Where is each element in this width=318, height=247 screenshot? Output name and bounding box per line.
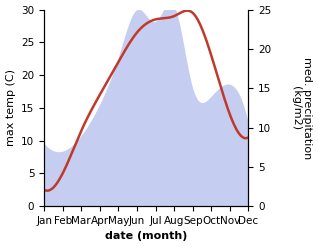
Y-axis label: med. precipitation
(kg/m2): med. precipitation (kg/m2) (291, 57, 313, 159)
Y-axis label: max temp (C): max temp (C) (5, 69, 16, 146)
X-axis label: date (month): date (month) (105, 231, 187, 242)
